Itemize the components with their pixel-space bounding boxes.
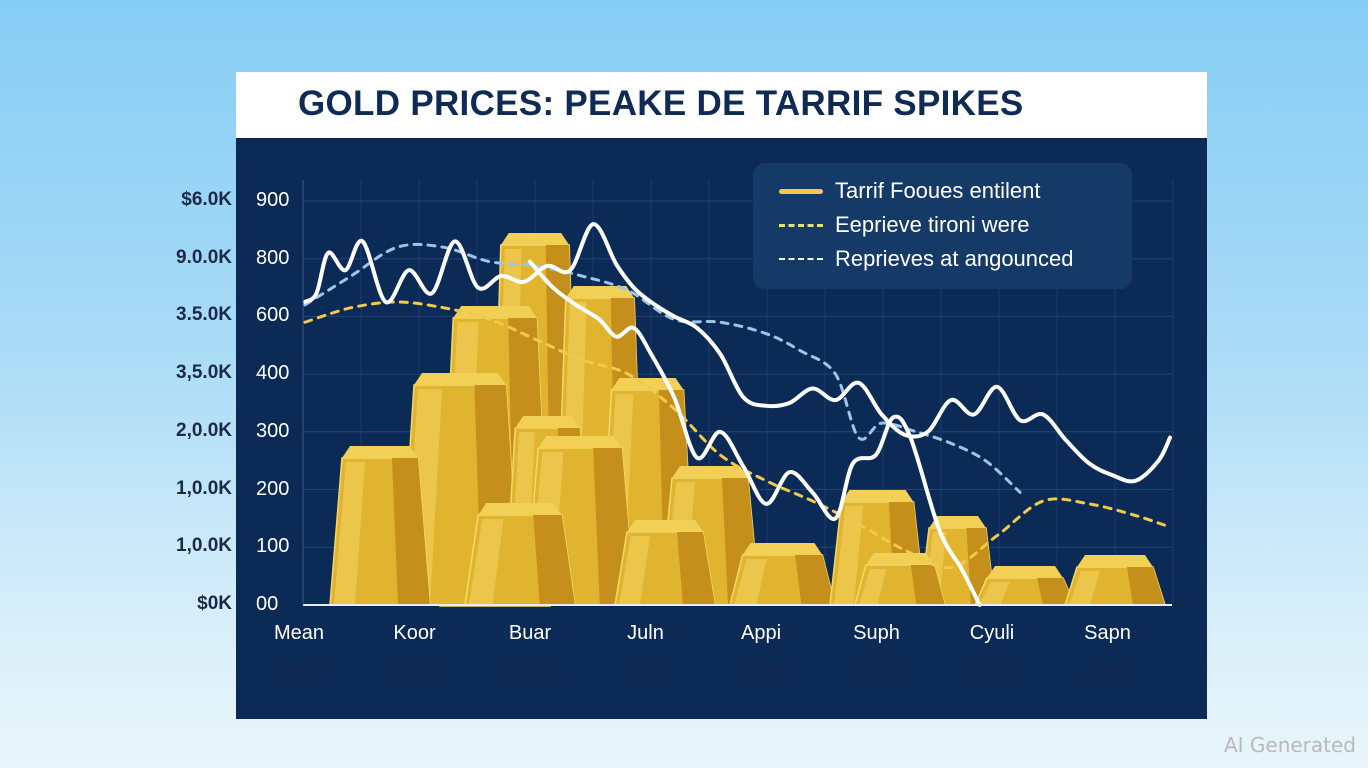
x-year-label: 2015: [622, 659, 669, 682]
y-tick-label: 400: [256, 362, 290, 385]
y-tick-label-outer: $0K: [197, 592, 232, 614]
legend-swatch-dashed-white: [779, 258, 823, 260]
y-tick-label: 600: [256, 304, 290, 327]
x-tick-label: Buar: [508, 622, 552, 644]
legend-label: Reprieves at angounced: [835, 246, 1074, 271]
y-tick-label-outer: $6.0K: [181, 189, 232, 210]
y-tick-label: 900: [256, 189, 290, 211]
legend-item: Eeprieve tironi were: [779, 211, 1029, 239]
x-year-label: 2078: [853, 659, 900, 682]
gold-bars-illustration: [329, 233, 1167, 607]
series-line-0: [303, 222, 1172, 484]
gold-bar-icon: [329, 446, 431, 606]
legend-swatch-dashed-yellow: [779, 223, 823, 227]
y-tick-label-outer: 1,0.0K: [176, 477, 232, 499]
series-lines: [303, 222, 1172, 607]
legend-item: Reprieves at angounced: [779, 245, 1074, 273]
ai-generated-watermark: AI Generated: [1223, 733, 1356, 757]
series-line-2: [303, 242, 1022, 494]
y-tick-label-outer: 9.0.0K: [176, 246, 232, 268]
legend-label: Tarrif Fooues entilent: [835, 178, 1041, 203]
y-tick-label-outer: 3.5.0K: [176, 304, 232, 326]
x-tick-label: Mean: [273, 622, 325, 644]
series-line-3: [303, 300, 1172, 570]
y-tick-label: 300: [256, 419, 290, 442]
gold-bar-icon: [1063, 555, 1167, 606]
x-tick-label: Appi: [740, 622, 782, 644]
x-year-label: 2019: [968, 659, 1016, 682]
gold-bar-icon: [973, 566, 1077, 606]
y-tick-label-outer: 3,5.0K: [176, 362, 232, 384]
legend-label: Eeprieve tironi were: [835, 212, 1030, 237]
series-line-1: [527, 259, 982, 607]
x-year-label: 2025: [275, 659, 323, 682]
y-tick-label: 800: [256, 246, 290, 269]
y-tick-label: 200: [256, 477, 290, 500]
x-tick-label: Suph: [853, 622, 900, 644]
gold-bar-icon: [464, 503, 576, 606]
chart-title: GOLD PRICES: PEAKE DE TARRIF SPIKES: [298, 84, 1024, 123]
y-tick-label: 00: [256, 592, 279, 615]
gold-bar-icon: [729, 543, 836, 606]
x-tick-label: Juln: [627, 622, 664, 644]
y-tick-label: 100: [256, 535, 290, 558]
x-tick-label: Cyuli: [969, 622, 1015, 644]
gold-bar-icon: [614, 520, 716, 606]
x-year-label: 2015: [506, 659, 554, 682]
title-bar: GOLD PRICES: PEAKE DE TARRIF SPIKES: [236, 72, 1207, 141]
x-year-label: 2018: [391, 659, 438, 682]
x-year-label: 2016: [737, 659, 785, 682]
legend-swatch-solid: [779, 188, 823, 194]
y-tick-label-outer: 2,0.0K: [176, 419, 232, 441]
y-tick-label-outer: 1,0.0K: [176, 535, 232, 557]
x-tick-label: Sapn: [1084, 622, 1131, 644]
x-year-label: 2026: [1084, 659, 1131, 682]
legend-item: Tarrif Fooues entilent: [779, 177, 1040, 205]
x-tick-label: Koor: [393, 622, 436, 644]
legend: Tarrif Fooues entilent Eeprieve tironi w…: [753, 163, 1132, 289]
